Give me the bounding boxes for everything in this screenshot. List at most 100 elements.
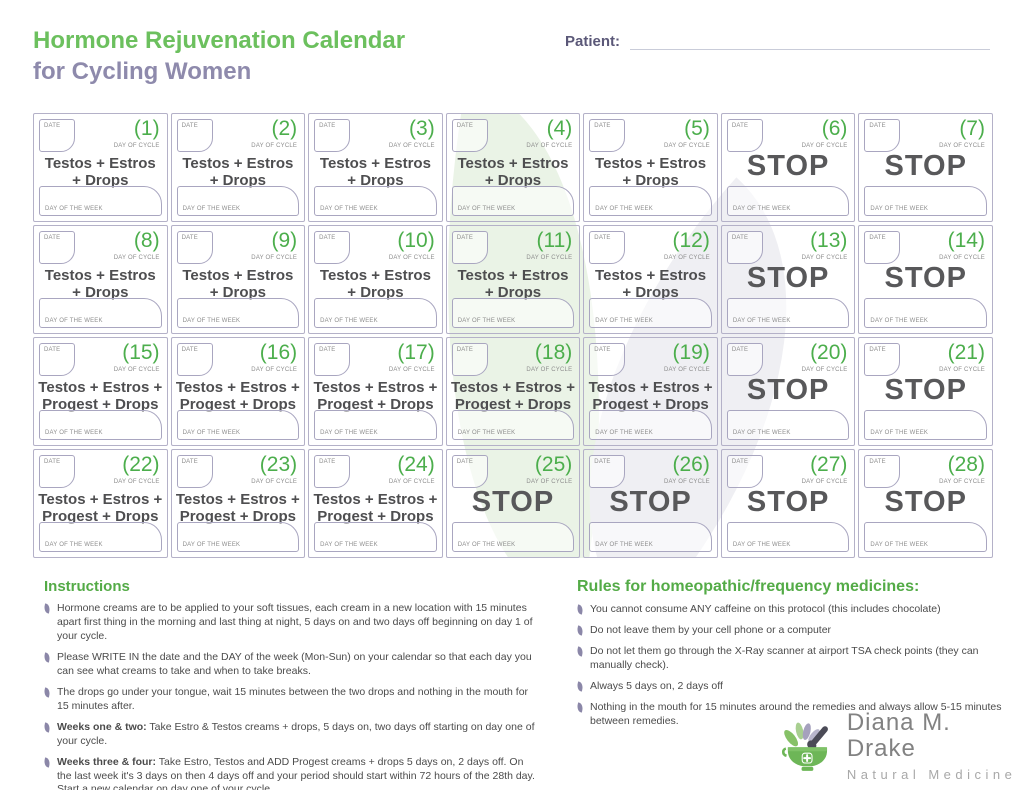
date-input-box[interactable]: DATE (864, 455, 901, 488)
instruction-item: Weeks three & four: Take Estro, Testos a… (43, 756, 538, 790)
cell-instruction-label: STOP (884, 150, 967, 182)
cell-instruction-label: STOP (884, 374, 967, 406)
calendar: DATE (1) DAY OF CYCLE Testos + Estros + … (33, 113, 993, 558)
day-of-week-input-box[interactable]: DAY OF THE WEEK (726, 186, 850, 216)
day-of-cycle-label: DAY OF CYCLE (388, 143, 435, 149)
day-of-week-label: DAY OF THE WEEK (870, 206, 929, 212)
day-of-week-label: DAY OF THE WEEK (45, 542, 103, 548)
calendar-day-cell: DATE (27) DAY OF CYCLE STOP DAY OF THE W… (720, 449, 856, 558)
day-of-week-label: DAY OF THE WEEK (320, 542, 378, 548)
day-of-week-input-box[interactable]: DAY OF THE WEEK (451, 186, 575, 216)
day-of-week-input-box[interactable]: DAY OF THE WEEK (451, 410, 575, 440)
day-of-cycle-label: DAY OF CYCLE (113, 479, 160, 485)
day-of-week-label: DAY OF THE WEEK (870, 542, 929, 548)
day-of-week-input-box[interactable]: DAY OF THE WEEK (176, 410, 300, 440)
date-input-box[interactable]: DATE (176, 343, 213, 376)
date-input-box[interactable]: DATE (589, 231, 626, 264)
date-input-box[interactable]: DATE (314, 231, 351, 264)
date-input-box[interactable]: DATE (451, 119, 488, 152)
leaf-bullet-icon (576, 702, 584, 713)
date-input-box[interactable]: DATE (314, 343, 351, 376)
date-input-box[interactable]: DATE (314, 119, 351, 152)
date-input-box[interactable]: DATE (726, 231, 763, 264)
day-of-week-input-box[interactable]: DAY OF THE WEEK (451, 522, 575, 552)
date-input-box[interactable]: DATE (39, 343, 75, 376)
day-of-week-input-box[interactable]: DAY OF THE WEEK (176, 522, 300, 552)
day-of-week-input-box[interactable]: DAY OF THE WEEK (589, 186, 712, 216)
date-input-box[interactable]: DATE (864, 119, 901, 152)
day-of-week-input-box[interactable]: DAY OF THE WEEK (589, 410, 712, 440)
date-label: DATE (319, 347, 336, 353)
date-input-box[interactable]: DATE (589, 343, 626, 376)
patient-row: Patient: (565, 32, 990, 50)
day-of-cycle-number: (1) (133, 117, 160, 140)
calendar-day-cell: DATE (20) DAY OF CYCLE STOP DAY OF THE W… (720, 337, 856, 446)
calendar-day-cell: DATE (2) DAY OF CYCLE Testos + Estros + … (170, 113, 306, 222)
calendar-day-cell: DATE (28) DAY OF CYCLE STOP DAY OF THE W… (858, 449, 993, 558)
day-of-week-input-box[interactable]: DAY OF THE WEEK (39, 522, 162, 552)
day-of-cycle-number: (23) (259, 453, 298, 476)
date-label: DATE (181, 123, 198, 129)
day-of-week-input-box[interactable]: DAY OF THE WEEK (726, 522, 850, 552)
date-input-box[interactable]: DATE (451, 455, 488, 488)
day-of-week-input-box[interactable]: DAY OF THE WEEK (314, 522, 437, 552)
day-of-week-input-box[interactable]: DAY OF THE WEEK (864, 298, 987, 328)
calendar-day-cell: DATE (16) DAY OF CYCLE Testos + Estros +… (170, 337, 306, 446)
day-of-week-input-box[interactable]: DAY OF THE WEEK (864, 186, 987, 216)
date-label: DATE (44, 123, 61, 129)
day-of-week-input-box[interactable]: DAY OF THE WEEK (39, 410, 162, 440)
day-of-week-input-box[interactable]: DAY OF THE WEEK (589, 298, 712, 328)
date-input-box[interactable]: DATE (589, 455, 626, 488)
day-of-week-input-box[interactable]: DAY OF THE WEEK (39, 298, 162, 328)
day-of-week-input-box[interactable]: DAY OF THE WEEK (314, 298, 437, 328)
date-input-box[interactable]: DATE (314, 455, 351, 488)
day-of-week-input-box[interactable]: DAY OF THE WEEK (864, 522, 987, 552)
day-of-week-label: DAY OF THE WEEK (182, 430, 241, 436)
patient-name-input[interactable] (630, 32, 990, 50)
cell-instruction-label: Testos + Estros + Progest + Drops (451, 379, 575, 414)
date-label: DATE (731, 347, 749, 353)
rule-item: Nothing in the mouth for 15 minutes arou… (576, 701, 1019, 729)
date-input-box[interactable]: DATE (726, 119, 763, 152)
day-of-week-input-box[interactable]: DAY OF THE WEEK (726, 410, 850, 440)
instruction-item: Please WRITE IN the date and the DAY of … (43, 651, 538, 679)
date-input-box[interactable]: DATE (176, 231, 213, 264)
date-input-box[interactable]: DATE (726, 343, 763, 376)
day-of-week-label: DAY OF THE WEEK (320, 430, 378, 436)
rule-text: Do not leave them by your cell phone or … (590, 623, 832, 636)
date-input-box[interactable]: DATE (39, 231, 75, 264)
day-of-cycle-label: DAY OF CYCLE (251, 367, 298, 373)
day-of-week-input-box[interactable]: DAY OF THE WEEK (176, 298, 300, 328)
date-input-box[interactable]: DATE (176, 455, 213, 488)
day-of-week-input-box[interactable]: DAY OF THE WEEK (864, 410, 987, 440)
date-input-box[interactable]: DATE (451, 231, 488, 264)
day-of-week-input-box[interactable]: DAY OF THE WEEK (39, 186, 162, 216)
day-of-week-input-box[interactable]: DAY OF THE WEEK (726, 298, 850, 328)
date-input-box[interactable]: DATE (589, 119, 626, 152)
day-of-week-label: DAY OF THE WEEK (732, 430, 791, 436)
cell-instruction-label: Testos + Estros + Drops (457, 155, 569, 190)
calendar-day-cell: DATE (7) DAY OF CYCLE STOP DAY OF THE WE… (858, 113, 993, 222)
cell-instruction-label: Testos + Estros + Drops (319, 155, 431, 190)
day-of-week-input-box[interactable]: DAY OF THE WEEK (314, 186, 437, 216)
leaf-bullet-icon (43, 722, 51, 733)
date-input-box[interactable]: DATE (864, 343, 901, 376)
leaf-bullet-icon (576, 646, 584, 657)
rule-text: Always 5 days on, 2 days off (590, 679, 723, 692)
day-of-week-input-box[interactable]: DAY OF THE WEEK (314, 410, 437, 440)
day-of-week-input-box[interactable]: DAY OF THE WEEK (451, 298, 575, 328)
day-of-week-input-box[interactable]: DAY OF THE WEEK (589, 522, 712, 552)
calendar-day-cell: DATE (18) DAY OF CYCLE Testos + Estros +… (445, 337, 581, 446)
date-input-box[interactable]: DATE (39, 455, 75, 488)
date-label: DATE (181, 235, 198, 241)
date-input-box[interactable]: DATE (176, 119, 213, 152)
date-label: DATE (869, 235, 886, 241)
day-of-week-label: DAY OF THE WEEK (732, 206, 791, 212)
mortar-and-pestle-icon (781, 722, 828, 771)
date-input-box[interactable]: DATE (451, 343, 488, 376)
date-input-box[interactable]: DATE (726, 455, 763, 488)
day-of-cycle-number: (8) (133, 229, 160, 252)
date-input-box[interactable]: DATE (39, 119, 75, 152)
day-of-week-input-box[interactable]: DAY OF THE WEEK (176, 186, 300, 216)
date-input-box[interactable]: DATE (864, 231, 901, 264)
